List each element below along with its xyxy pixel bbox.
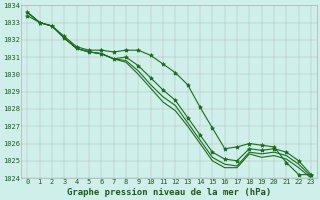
X-axis label: Graphe pression niveau de la mer (hPa): Graphe pression niveau de la mer (hPa) bbox=[67, 188, 271, 197]
